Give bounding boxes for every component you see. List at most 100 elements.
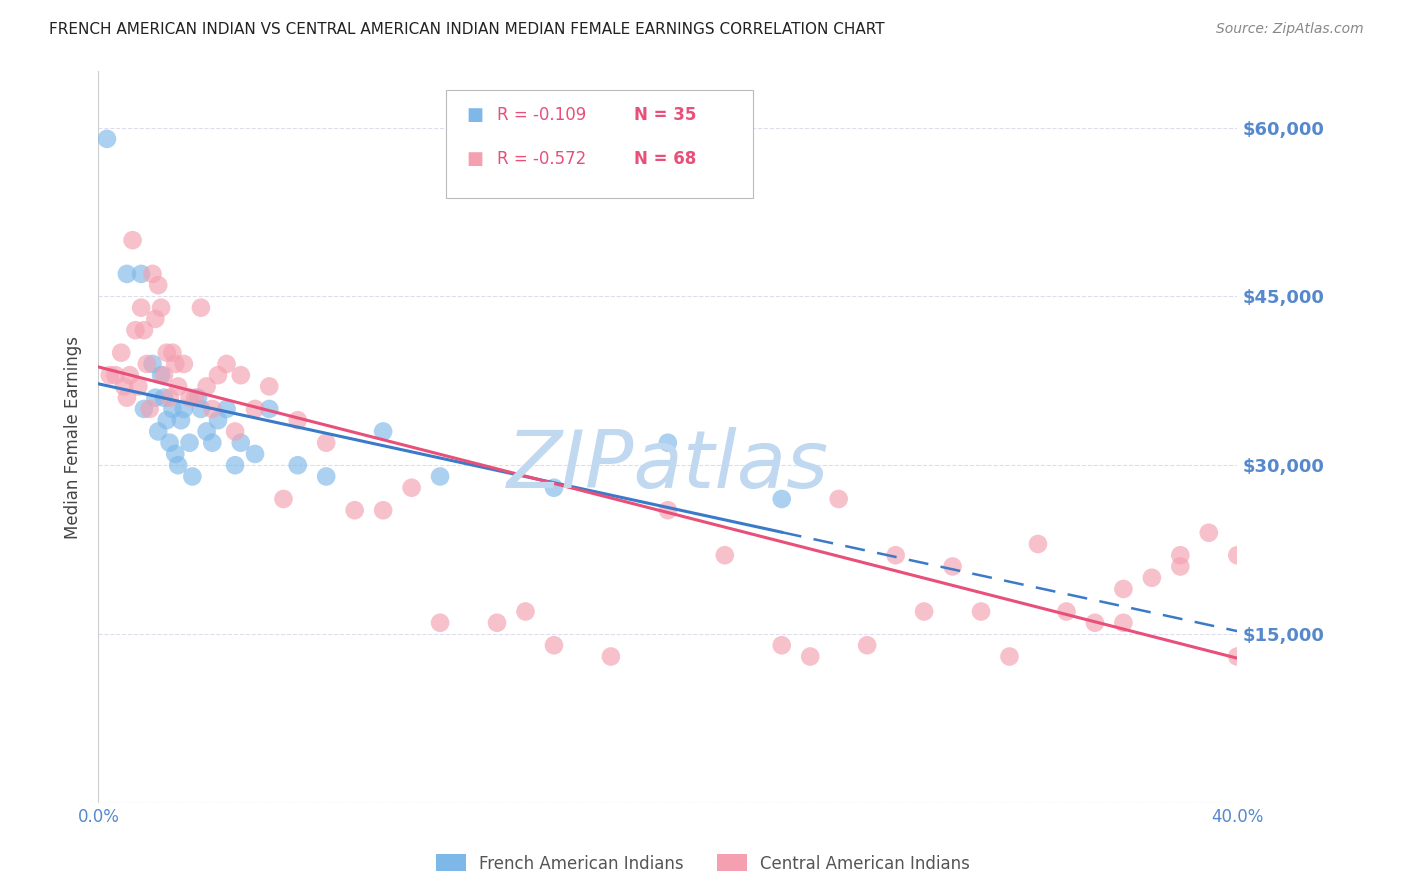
Point bbox=[121, 233, 143, 247]
Text: R = -0.572: R = -0.572 bbox=[498, 150, 586, 168]
Point bbox=[1084, 615, 1107, 630]
Point bbox=[770, 491, 793, 506]
Point bbox=[159, 391, 181, 405]
Point bbox=[207, 413, 229, 427]
Point bbox=[515, 605, 537, 619]
Point bbox=[998, 649, 1021, 664]
Point bbox=[127, 379, 149, 393]
Point bbox=[1226, 548, 1249, 562]
Text: ZIPatlas: ZIPatlas bbox=[506, 427, 830, 506]
Point bbox=[159, 435, 181, 450]
Point bbox=[657, 503, 679, 517]
Point bbox=[215, 401, 238, 416]
Point bbox=[373, 425, 395, 439]
Point bbox=[343, 503, 366, 517]
Point bbox=[181, 469, 204, 483]
Point bbox=[173, 357, 195, 371]
Point bbox=[124, 323, 146, 337]
Point bbox=[141, 267, 163, 281]
Point bbox=[1198, 525, 1220, 540]
Point bbox=[141, 357, 163, 371]
Point bbox=[135, 357, 157, 371]
Point bbox=[1112, 615, 1135, 630]
Point bbox=[145, 391, 167, 405]
Point bbox=[657, 435, 679, 450]
Point bbox=[714, 548, 737, 562]
Point bbox=[145, 312, 167, 326]
Point bbox=[828, 491, 851, 506]
Point bbox=[942, 559, 965, 574]
Point bbox=[259, 401, 281, 416]
Point bbox=[770, 638, 793, 652]
Point bbox=[1140, 571, 1163, 585]
Point bbox=[1112, 582, 1135, 596]
Point bbox=[970, 605, 993, 619]
Point bbox=[315, 435, 337, 450]
Point bbox=[207, 368, 229, 383]
Text: N = 35: N = 35 bbox=[634, 106, 696, 124]
Point bbox=[229, 368, 252, 383]
Point bbox=[884, 548, 907, 562]
Point bbox=[179, 435, 201, 450]
Point bbox=[110, 345, 132, 359]
Y-axis label: Median Female Earnings: Median Female Earnings bbox=[65, 335, 83, 539]
Point bbox=[229, 435, 252, 450]
Point bbox=[104, 368, 127, 383]
Point bbox=[153, 391, 176, 405]
Point bbox=[912, 605, 935, 619]
Text: FRENCH AMERICAN INDIAN VS CENTRAL AMERICAN INDIAN MEDIAN FEMALE EARNINGS CORRELA: FRENCH AMERICAN INDIAN VS CENTRAL AMERIC… bbox=[49, 22, 884, 37]
Point bbox=[287, 458, 309, 473]
Point bbox=[190, 301, 212, 315]
Legend: French American Indians, Central American Indians: French American Indians, Central America… bbox=[429, 847, 977, 880]
Point bbox=[148, 278, 170, 293]
Text: N = 68: N = 68 bbox=[634, 150, 696, 168]
Point bbox=[156, 345, 179, 359]
Point bbox=[1056, 605, 1078, 619]
Text: ■: ■ bbox=[467, 150, 484, 168]
Point bbox=[201, 435, 224, 450]
Point bbox=[167, 458, 190, 473]
Text: Source: ZipAtlas.com: Source: ZipAtlas.com bbox=[1216, 22, 1364, 37]
Point bbox=[429, 615, 451, 630]
Point bbox=[856, 638, 879, 652]
Point bbox=[1226, 649, 1249, 664]
Point bbox=[799, 649, 821, 664]
Point bbox=[215, 357, 238, 371]
FancyBboxPatch shape bbox=[446, 90, 754, 198]
Point bbox=[259, 379, 281, 393]
Point bbox=[165, 447, 187, 461]
Point bbox=[162, 345, 184, 359]
Point bbox=[315, 469, 337, 483]
Point bbox=[543, 481, 565, 495]
Text: R = -0.109: R = -0.109 bbox=[498, 106, 586, 124]
Point bbox=[195, 425, 218, 439]
Point bbox=[190, 401, 212, 416]
Point bbox=[165, 357, 187, 371]
Point bbox=[273, 491, 295, 506]
Point bbox=[1026, 537, 1049, 551]
Point bbox=[156, 413, 179, 427]
Point bbox=[184, 391, 207, 405]
Point bbox=[153, 368, 176, 383]
Point bbox=[179, 391, 201, 405]
Point bbox=[167, 379, 190, 393]
Point bbox=[162, 401, 184, 416]
Point bbox=[243, 447, 266, 461]
Point bbox=[201, 401, 224, 416]
Point bbox=[173, 401, 195, 416]
Point bbox=[195, 379, 218, 393]
Point bbox=[118, 368, 141, 383]
Point bbox=[1170, 548, 1192, 562]
Point bbox=[150, 368, 173, 383]
Point bbox=[150, 301, 173, 315]
Point bbox=[429, 469, 451, 483]
Point bbox=[543, 638, 565, 652]
Point bbox=[115, 391, 138, 405]
Point bbox=[129, 267, 152, 281]
Point bbox=[187, 391, 209, 405]
Text: ■: ■ bbox=[467, 106, 484, 124]
Point bbox=[486, 615, 509, 630]
Point bbox=[132, 323, 155, 337]
Point bbox=[115, 267, 138, 281]
Point bbox=[373, 503, 395, 517]
